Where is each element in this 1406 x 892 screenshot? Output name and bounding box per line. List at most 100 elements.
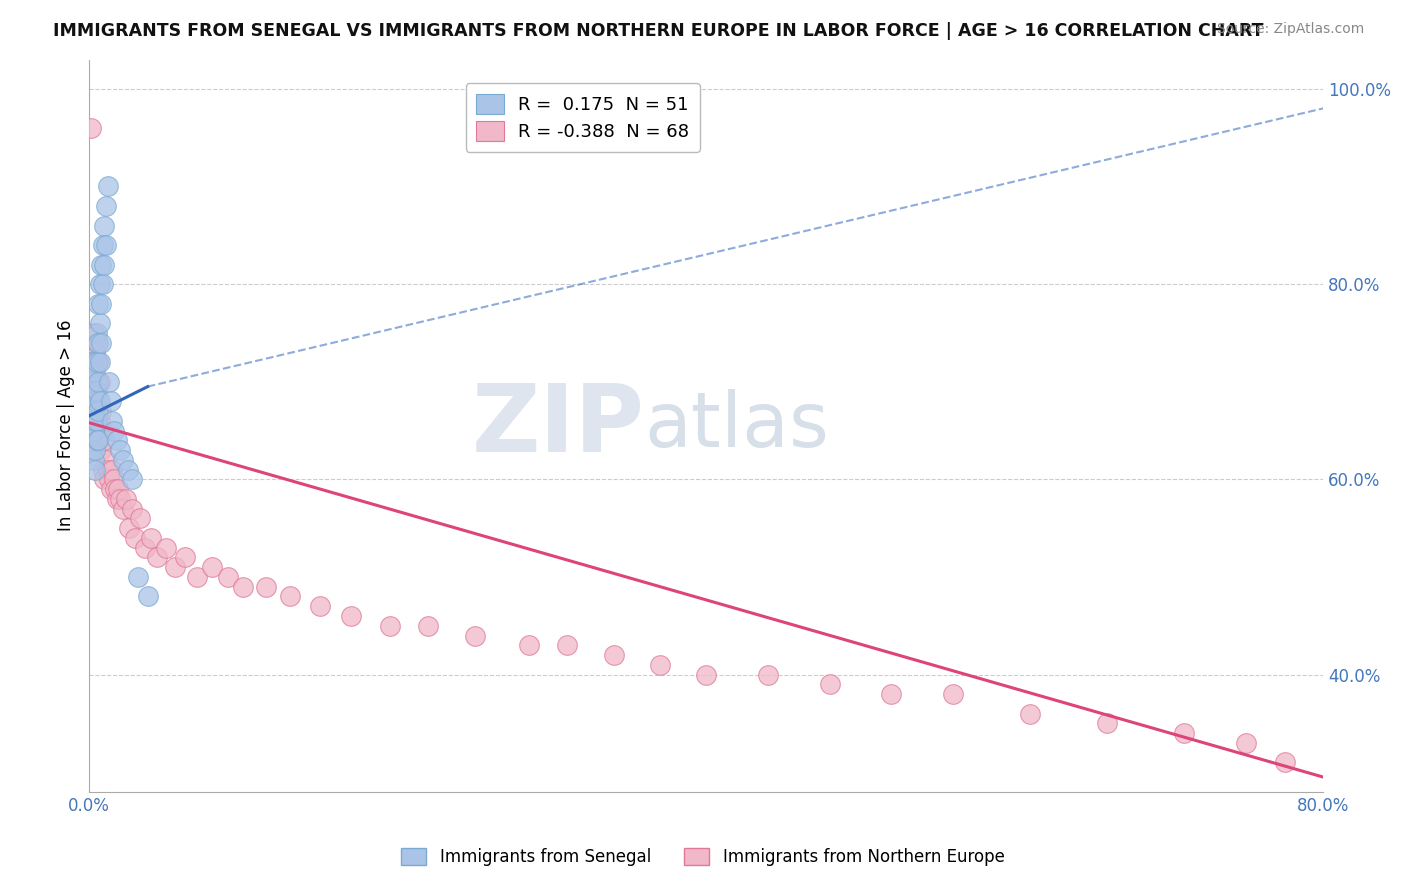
Point [86,434,108,448]
Point [942,687,965,701]
Point [108,491,131,506]
Point [87,355,110,369]
Point [83,355,105,369]
Point [104,482,127,496]
Point [87,335,110,350]
Point [217,570,239,584]
Point [146,550,169,565]
Point [79,120,101,135]
Point [84,365,107,379]
Point [118,521,141,535]
Point [139,531,162,545]
Point [87,375,110,389]
Point [89,316,111,330]
Point [98,472,121,486]
Point [186,570,208,584]
Point [89,277,111,292]
Point [111,501,134,516]
Point [94,238,117,252]
Point [87,296,110,310]
Text: atlas: atlas [644,389,830,463]
Point [517,638,540,652]
Point [94,199,117,213]
Point [90,258,112,272]
Point [83,424,105,438]
Point [98,375,121,389]
Point [100,482,122,496]
Point [100,394,122,409]
Point [648,657,671,672]
Point [101,414,124,428]
Point [82,414,104,428]
Point [129,511,152,525]
Point [93,434,115,448]
Point [90,296,112,310]
Point [84,394,107,409]
Point [84,443,107,458]
Point [90,443,112,458]
Point [105,491,128,506]
Point [107,482,129,496]
Point [83,365,105,379]
Point [89,394,111,409]
Legend: Immigrants from Senegal, Immigrants from Northern Europe: Immigrants from Senegal, Immigrants from… [395,841,1011,873]
Point [82,443,104,458]
Point [1173,726,1195,740]
Point [136,590,159,604]
Point [91,462,114,476]
Point [84,384,107,399]
Point [93,472,115,486]
Point [86,414,108,428]
Point [121,472,143,486]
Point [602,648,624,662]
Point [86,384,108,399]
Point [1274,756,1296,770]
Point [91,424,114,438]
Point [86,375,108,389]
Point [82,424,104,438]
Point [108,443,131,458]
Point [93,219,115,233]
Point [84,345,107,359]
Point [818,677,841,691]
Point [91,238,114,252]
Point [173,550,195,565]
Point [127,570,149,584]
Point [756,667,779,681]
Point [89,375,111,389]
Point [89,355,111,369]
Point [880,687,903,701]
Point [103,424,125,438]
Point [84,414,107,428]
Point [278,590,301,604]
Point [97,462,120,476]
Point [83,384,105,399]
Point [340,609,363,624]
Point [378,619,401,633]
Text: Source: ZipAtlas.com: Source: ZipAtlas.com [1216,22,1364,37]
Point [165,560,187,574]
Point [89,414,111,428]
Point [84,462,107,476]
Point [86,326,108,340]
Point [97,179,120,194]
Point [134,541,156,555]
Point [309,599,332,614]
Point [93,258,115,272]
Point [105,434,128,448]
Point [82,355,104,369]
Point [464,628,486,642]
Point [87,394,110,409]
Y-axis label: In Labor Force | Age > 16: In Labor Force | Age > 16 [58,320,75,532]
Point [86,414,108,428]
Point [79,355,101,369]
Point [201,560,224,574]
Point [91,277,114,292]
Point [79,394,101,409]
Point [82,394,104,409]
Point [111,452,134,467]
Point [90,335,112,350]
Point [121,501,143,516]
Point [86,355,108,369]
Point [82,375,104,389]
